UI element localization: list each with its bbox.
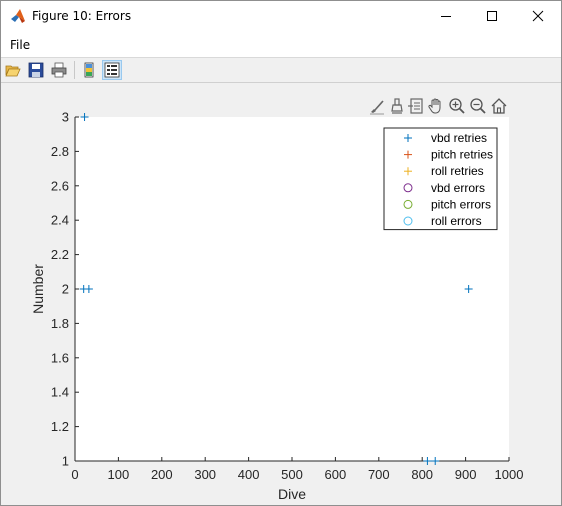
- x-axis-label: Dive: [278, 486, 306, 502]
- legend-box: [383, 127, 498, 231]
- window-title: Figure 10: Errors: [32, 9, 132, 23]
- y-tick-label: 1.4: [51, 385, 69, 400]
- legend-entry: pitch retries: [431, 148, 493, 162]
- maximize-icon: [487, 11, 497, 21]
- x-tick-label: 300: [194, 467, 216, 482]
- pan-icon: [428, 98, 441, 114]
- data-tips-button[interactable]: [388, 97, 406, 115]
- property-inspector-button[interactable]: [102, 60, 122, 80]
- x-tick-label: 100: [108, 467, 130, 482]
- legend-entry: roll retries: [431, 164, 484, 178]
- print-icon: [51, 62, 67, 78]
- close-icon: [532, 10, 544, 22]
- brush-button[interactable]: [368, 97, 386, 115]
- home-icon: [491, 98, 507, 114]
- legend-entry: vbd retries: [431, 131, 487, 145]
- menu-bar: File: [1, 32, 561, 58]
- link-plot-icon: [84, 62, 94, 78]
- y-tick-label: 1: [62, 454, 69, 469]
- data-point: [464, 285, 473, 293]
- data-point: [84, 285, 93, 293]
- toolbar-separator: [74, 61, 75, 79]
- brush-icon: [370, 100, 384, 115]
- minimize-button[interactable]: [423, 1, 469, 32]
- legend-entry: pitch errors: [431, 197, 491, 211]
- zoom-out-button[interactable]: [469, 97, 487, 115]
- x-tick-label: 600: [325, 467, 347, 482]
- figure-toolbar: [1, 58, 561, 83]
- open-file-button[interactable]: [3, 60, 23, 80]
- y-tick-label: 2.4: [51, 213, 69, 228]
- y-tick-label: 2.8: [51, 144, 69, 159]
- insert-legend-icon: [408, 98, 423, 114]
- y-tick-label: 3: [62, 110, 69, 125]
- close-button[interactable]: [515, 1, 561, 32]
- zoom-in-icon: [449, 98, 465, 114]
- legend-marker: [403, 199, 413, 209]
- link-plot-button[interactable]: [79, 60, 99, 80]
- data-point: [80, 113, 89, 121]
- menu-file[interactable]: File: [10, 38, 31, 52]
- y-tick-label: 2: [62, 282, 69, 297]
- save-icon: [28, 62, 44, 78]
- property-inspector-icon: [104, 62, 120, 78]
- y-tick-label: 2.6: [51, 178, 69, 193]
- zoom-in-button[interactable]: [448, 97, 466, 115]
- x-tick-label: 700: [368, 467, 390, 482]
- x-tick-label: 0: [71, 467, 78, 482]
- legend-entry: vbd errors: [431, 181, 485, 195]
- x-tick-label: 900: [455, 467, 477, 482]
- y-axis-label: Number: [30, 264, 46, 314]
- home-button[interactable]: [490, 97, 508, 115]
- maximize-button[interactable]: [469, 1, 515, 32]
- matlab-logo-icon: [10, 8, 26, 24]
- data-tips-icon: [391, 98, 403, 114]
- x-tick-label: 800: [411, 467, 433, 482]
- x-tick-label: 200: [151, 467, 173, 482]
- x-tick-label: 500: [281, 467, 303, 482]
- y-tick-label: 1.2: [51, 419, 69, 434]
- zoom-out-icon: [470, 98, 486, 114]
- legend-marker: [403, 216, 413, 226]
- save-button[interactable]: [26, 60, 46, 80]
- y-tick-label: 1.6: [51, 350, 69, 365]
- minimize-icon: [441, 16, 451, 17]
- y-tick-label: 2.2: [51, 247, 69, 262]
- open-file-icon: [5, 65, 21, 77]
- data-point: [431, 457, 440, 465]
- print-button[interactable]: [49, 60, 69, 80]
- legend-marker: [403, 183, 413, 193]
- x-tick-label: 400: [238, 467, 260, 482]
- title-bar: Figure 10: Errors: [1, 1, 561, 32]
- insert-legend-button[interactable]: [407, 97, 425, 115]
- legend-entry: roll errors: [431, 214, 482, 228]
- data-point: [423, 457, 432, 465]
- y-tick-label: 1.8: [51, 316, 69, 331]
- x-tick-label: 1000: [495, 467, 524, 482]
- pan-button[interactable]: [427, 97, 445, 115]
